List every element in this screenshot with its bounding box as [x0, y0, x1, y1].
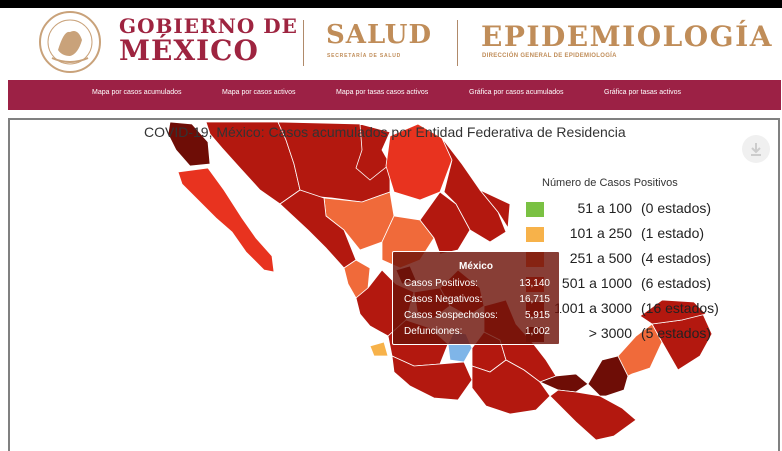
legend-range: 1001 a 3000 — [554, 300, 632, 316]
national-seal-icon — [39, 11, 101, 73]
nav-grafica-tasas-activos[interactable]: Gráfica por tasas activos — [604, 89, 682, 96]
legend-item[interactable]: > 3000 (5 estados) — [526, 325, 776, 345]
legend-item[interactable]: 501 a 1000 (6 estados) — [526, 275, 776, 295]
epidemiologia-title: EPIDEMIOLOGÍA — [481, 20, 773, 53]
legend-range: > 3000 — [588, 325, 632, 341]
state-tamaulipas-east[interactable] — [479, 189, 511, 230]
legend-count: (16 estados) — [641, 300, 719, 316]
legend-count: (6 estados) — [641, 275, 712, 291]
legend-item[interactable]: 1001 a 3000 (16 estados) — [526, 300, 776, 320]
legend-range: 51 a 100 — [577, 200, 633, 216]
state-sinaloa[interactable] — [279, 189, 357, 269]
divider — [457, 20, 458, 66]
tooltip-value: 5,915 — [524, 310, 550, 321]
state-yucatan[interactable] — [617, 323, 663, 377]
legend-range: 501 a 1000 — [561, 275, 632, 291]
state-campeche[interactable] — [587, 355, 629, 397]
legend-range: 251 a 500 — [569, 250, 632, 266]
legend-count: (1 estado) — [641, 225, 705, 241]
site-header: GOBIERNO DE MÉXICO SALUD SECRETARÍA DE S… — [0, 8, 782, 80]
tooltip-value: 13,140 — [519, 278, 550, 289]
state-guerrero[interactable] — [391, 355, 473, 401]
state-baja-california-sur[interactable] — [177, 167, 275, 273]
download-button[interactable] — [742, 135, 770, 163]
legend-count: (5 estados) — [641, 325, 712, 341]
status-bar — [0, 0, 782, 8]
tooltip-row: Casos Positivos: 13,140 — [404, 278, 550, 292]
epidemiologia-subtitle: DIRECCIÓN GENERAL DE EPIDEMIOLOGÍA — [482, 53, 617, 59]
legend-item[interactable]: 251 a 500 (4 estados) — [526, 250, 776, 270]
tooltip-row: Defunciones: 1,002 — [404, 326, 550, 340]
tooltip-row: Casos Negativos: 16,715 — [404, 294, 550, 308]
state-tamaulipas[interactable] — [441, 137, 507, 243]
tooltip-value: 16,715 — [519, 294, 550, 305]
legend-item[interactable]: 51 a 100 (0 estados) — [526, 200, 776, 220]
legend-swatch — [526, 202, 544, 217]
nav-bar: Mapa por casos acumulados Mapa por casos… — [8, 80, 781, 110]
legend-title: Número de Casos Positivos — [542, 177, 678, 189]
map-title: COVID-19, México: Casos acumulados por E… — [144, 124, 626, 140]
legend-count: (0 estados) — [641, 200, 712, 216]
tooltip-title: México — [459, 261, 493, 272]
nav-mapa-tasas-activos[interactable]: Mapa por tasas casos activos — [336, 89, 429, 96]
nav-grafica-casos-acumulados[interactable]: Gráfica por casos acumulados — [469, 89, 564, 96]
state-colima[interactable] — [369, 341, 389, 357]
state-quintana-roo-north[interactable] — [639, 299, 707, 325]
divider — [303, 20, 304, 66]
state-tooltip: México Casos Positivos: 13,140 Casos Neg… — [392, 251, 560, 345]
tooltip-row: Casos Sospechosos: 5,915 — [404, 310, 550, 324]
nav-mapa-casos-activos[interactable]: Mapa por casos activos — [222, 89, 296, 96]
legend-item[interactable]: 101 a 250 (1 estado) — [526, 225, 776, 245]
nav-mapa-casos-acumulados[interactable]: Mapa por casos acumulados — [92, 89, 182, 96]
tooltip-label: Casos Sospechosos: — [404, 310, 498, 321]
legend-count: (4 estados) — [641, 250, 712, 266]
salud-subtitle: SECRETARÍA DE SALUD — [327, 53, 402, 59]
salud-title: SALUD — [326, 20, 433, 50]
state-san-luis-potosi[interactable] — [419, 191, 471, 255]
tooltip-value: 1,002 — [524, 326, 550, 337]
download-icon — [751, 143, 761, 156]
map-panel: COVID-19, México: Casos acumulados por E… — [8, 118, 780, 451]
state-chiapas[interactable] — [549, 389, 637, 441]
state-baja-california[interactable] — [167, 121, 211, 167]
legend-swatch — [526, 227, 544, 242]
legend-range: 101 a 250 — [569, 225, 632, 241]
state-coahuila[interactable] — [355, 123, 391, 181]
tooltip-label: Defunciones: — [404, 326, 463, 337]
mexico-label: MÉXICO — [119, 34, 259, 67]
tooltip-label: Casos Positivos: — [404, 278, 478, 289]
gobierno-label: GOBIERNO DE — [119, 14, 298, 38]
tooltip-label: Casos Negativos: — [404, 294, 483, 305]
